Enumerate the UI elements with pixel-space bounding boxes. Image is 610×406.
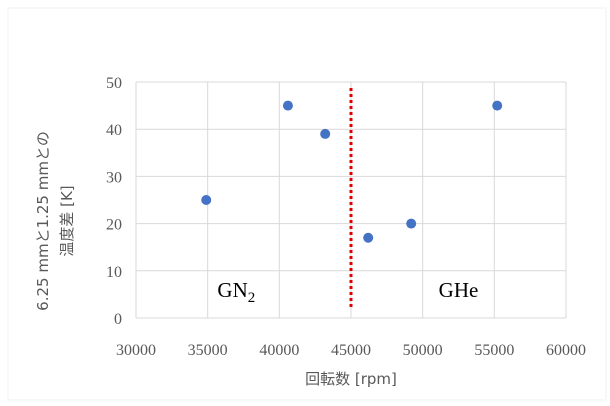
data-point-3 <box>363 232 374 243</box>
data-points <box>201 100 503 243</box>
region-label-1: GHe <box>439 278 479 302</box>
x-tick-label-4: 50000 <box>403 342 443 359</box>
data-point-0 <box>201 195 212 205</box>
x-tick-label-2: 40000 <box>259 342 299 359</box>
data-point-1 <box>282 100 293 111</box>
x-tick-label-6: 60000 <box>546 342 586 359</box>
y-tick-label-5: 50 <box>106 75 122 92</box>
x-tick-labels: 30000 35000 40000 45000 50000 55000 60000 <box>116 342 586 359</box>
data-point-4 <box>406 218 417 229</box>
x-tick-label-3: 45000 <box>331 342 371 359</box>
y-axis-title-line2: 温度差 [K] <box>58 185 76 256</box>
y-tick-label-3: 30 <box>106 169 122 186</box>
annotations: GN2 GHe <box>217 278 478 306</box>
gridlines <box>135 81 567 319</box>
y-axis-title-line1: 6.25 mmと1.25 mmとの <box>34 131 52 311</box>
y-tick-label-0: 0 <box>114 311 122 328</box>
x-axis-title: 回転数 [rpm] <box>305 370 397 388</box>
chart-frame <box>7 7 607 401</box>
y-tick-label-4: 40 <box>106 122 122 139</box>
x-tick-label-0: 30000 <box>116 342 156 359</box>
region-label-0: GN2 <box>217 278 255 306</box>
x-tick-label-1: 35000 <box>188 342 228 359</box>
y-tick-label-1: 10 <box>106 264 122 281</box>
y-tick-label-2: 20 <box>106 217 122 234</box>
data-point-5 <box>492 100 503 111</box>
data-point-2 <box>320 128 331 139</box>
y-tick-labels: 0 10 20 30 40 50 <box>106 75 122 328</box>
x-tick-label-5: 55000 <box>474 342 514 359</box>
